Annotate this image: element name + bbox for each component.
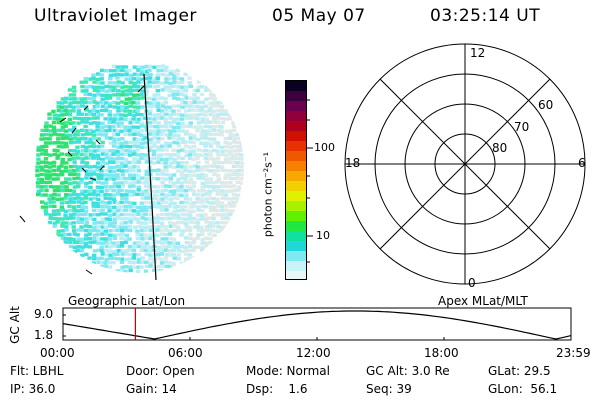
- date-label: 05 May 07: [272, 6, 366, 26]
- color-tick-100: 100: [314, 141, 335, 154]
- coastline-fragments: [19, 85, 145, 275]
- alt-tick-low: 1.8: [34, 328, 54, 342]
- info-glon: GLon: 56.1: [488, 382, 558, 396]
- color-scale-band: [286, 161, 306, 171]
- info-gain: Gain: 14: [126, 382, 177, 396]
- color-scale-band: [286, 251, 306, 261]
- info-filter: Flt: LBHL: [10, 364, 64, 378]
- color-scale-ticks: [307, 99, 313, 263]
- time-tick-2359: 23:59: [556, 346, 591, 360]
- color-scale-band: [286, 101, 306, 111]
- color-tick-10: 10: [316, 229, 330, 242]
- polar-diagonal-2: [379, 78, 551, 250]
- color-scale-band: [286, 221, 306, 231]
- instrument-title: Ultraviolet Imager: [34, 6, 197, 26]
- terminator-line: [143, 73, 157, 281]
- apex-coord-label: Apex MLat/MLT: [438, 294, 528, 308]
- time-tick-0000: 00:00: [40, 346, 75, 360]
- info-glat: GLat: 29.5: [488, 364, 551, 378]
- info-mode: Mode: Normal: [246, 364, 330, 378]
- info-gc-alt: GC Alt: 3.0 Re: [366, 364, 450, 378]
- color-scale-band: [286, 181, 306, 191]
- lat-label-70: 70: [514, 120, 530, 134]
- time-tick-1200: 12:00: [296, 346, 331, 360]
- lat-label-80: 80: [492, 141, 508, 155]
- color-scale-band: [286, 111, 306, 121]
- color-scale-bar: [285, 80, 307, 280]
- polar-plot: [344, 43, 586, 285]
- lat-label-60: 60: [538, 98, 554, 112]
- color-scale-band: [286, 141, 306, 151]
- color-scale-band: [286, 231, 306, 241]
- color-scale-band: [286, 81, 306, 91]
- color-scale-band: [286, 191, 306, 201]
- info-door: Door: Open: [126, 364, 195, 378]
- color-unit-label: photon cm⁻²s⁻¹: [261, 151, 275, 238]
- color-scale-band: [286, 211, 306, 221]
- mlt-label-12: 12: [470, 46, 486, 60]
- color-scale-band: [286, 91, 306, 101]
- time-tick-1800: 18:00: [424, 346, 459, 360]
- alt-tick-high: 9.0: [34, 307, 54, 321]
- color-scale-band: [286, 261, 306, 271]
- geo-coord-label: Geographic Lat/Lon: [68, 294, 186, 308]
- time-tick-0600: 06:00: [168, 346, 203, 360]
- time-label: 03:25:14 UT: [430, 6, 541, 26]
- color-scale-band: [286, 241, 306, 251]
- color-scale-band: [286, 151, 306, 161]
- color-scale-band: [286, 131, 306, 141]
- info-ip: IP: 36.0: [10, 382, 56, 396]
- uv-image: [19, 64, 244, 281]
- mlt-label-0: 0: [468, 276, 476, 290]
- mlt-label-6: 6: [578, 156, 586, 170]
- altitude-curve: [62, 310, 572, 340]
- color-scale-band: [286, 121, 306, 131]
- color-scale-band: [286, 271, 306, 279]
- orbit-timeline: [62, 307, 572, 341]
- timeline-ticks: [63, 314, 445, 340]
- mlt-label-18: 18: [345, 156, 361, 170]
- info-dsp: Dsp: 1.6: [246, 382, 308, 396]
- color-scale-band: [286, 171, 306, 181]
- color-scale-band: [286, 201, 306, 211]
- info-seq: Seq: 39: [366, 382, 412, 396]
- uv-pixel-field: [35, 64, 244, 273]
